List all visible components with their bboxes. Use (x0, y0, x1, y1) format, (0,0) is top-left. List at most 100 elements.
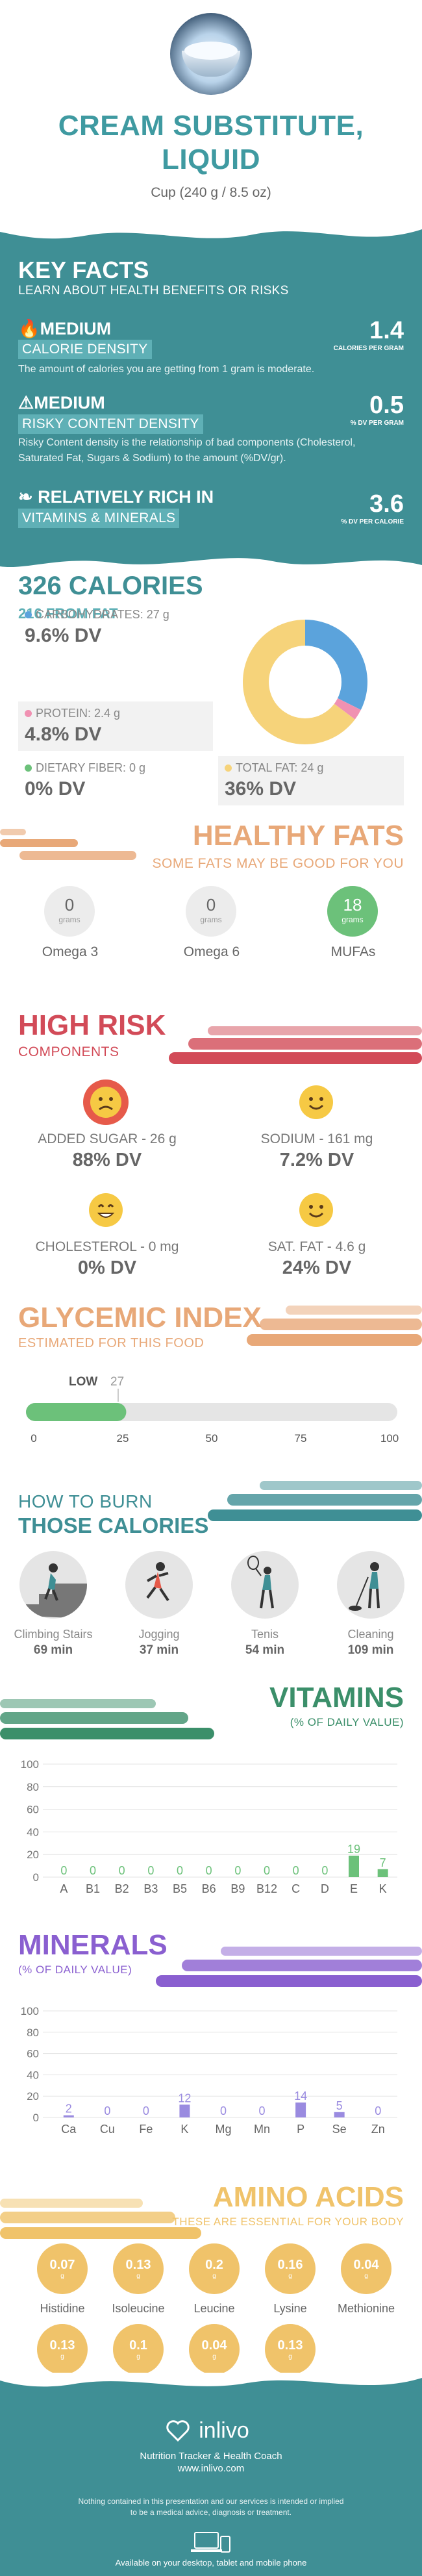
calorie-density-level: 🔥MEDIUM (18, 319, 112, 338)
bar-value-label: 12 (178, 2091, 191, 2104)
sad-face-icon (83, 1080, 129, 1125)
y-tick-label: 100 (21, 2005, 39, 2017)
bar-value-label: 0 (60, 1864, 67, 1877)
jogging-min: 37 min (139, 1643, 179, 1657)
bar-value-label: 0 (206, 1864, 212, 1877)
flame-icon: 🔥 (18, 319, 40, 338)
risky-density-value: 0.5 (369, 392, 404, 419)
y-tick-label: 20 (27, 1849, 39, 1861)
bar-value-label: 0 (264, 1864, 270, 1877)
climbing-stairs-min: 69 min (33, 1643, 73, 1657)
glycemic-tick: 25 (117, 1432, 129, 1445)
risky-density-label: RISKY CONTENT DENSITY (18, 414, 203, 434)
x-tick-label: Fe (139, 2123, 153, 2136)
amino-circle-leucine: 0.2 g (189, 2243, 240, 2294)
calorie-density-label: CALORIE DENSITY (18, 340, 152, 359)
key-facts-subtitle: LEARN ABOUT HEALTH BENEFITS OR RISKS (18, 284, 289, 297)
bar-value-label: 0 (147, 1864, 154, 1877)
bar-value-label: 0 (119, 1864, 125, 1877)
bar-value-label: 19 (347, 1843, 360, 1856)
x-tick-label: A (60, 1882, 68, 1895)
amino-circle-tryptophan: 0.04 g (189, 2324, 240, 2375)
footer: inlivo Nutrition Tracker & Health Coach … (0, 2373, 422, 2576)
burn-title-2: THOSE CALORIES (18, 1513, 209, 1537)
x-tick-label: K (180, 2123, 188, 2136)
vitamins-value: 3.6 (369, 490, 404, 518)
glycemic-gauge: LOW 27 0 25 50 75 100 (26, 1375, 399, 1445)
y-tick-label: 40 (27, 2069, 39, 2081)
calories-from-fat: 216 FROM FAT (18, 605, 118, 622)
amino-circle-isoleucine: 0.13 g (113, 2243, 164, 2294)
amino-circle-valine: 0.13 g (265, 2324, 316, 2375)
amino-circle-threonine: 0.1 g (113, 2324, 164, 2375)
fat-row: TOTAL FAT: 24 g 36% DV (218, 756, 404, 805)
fiber-row: DIETARY FIBER: 0 g 0% DV (25, 761, 146, 800)
burn-stripes (208, 1481, 422, 1521)
tennis-min: 54 min (245, 1643, 285, 1657)
y-tick-label: 80 (27, 1781, 39, 1793)
carbs-dot (25, 611, 32, 618)
sodium-dv: 7.2% DV (279, 1150, 354, 1170)
y-tick-label: 0 (33, 1871, 39, 1884)
y-tick-label: 80 (27, 2027, 39, 2039)
vitamins-title: VITAMINS (269, 1682, 404, 1713)
heart-logo-icon (166, 2420, 190, 2442)
carbs-dv: 9.6% DV (25, 625, 102, 646)
y-tick-label: 0 (33, 2112, 39, 2124)
bar-value-label: 0 (90, 1864, 96, 1877)
high-risk-title: HIGH RISK (18, 1009, 166, 1041)
key-facts-section: KEY FACTS LEARN ABOUT HEALTH BENEFITS OR… (0, 223, 422, 578)
omega3-label: Omega 3 (42, 944, 99, 959)
y-tick-label: 100 (21, 1758, 39, 1771)
disclaimer: Nothing contained in this presentation a… (78, 2497, 344, 2517)
risky-density-unit: % DV PER GRAM (350, 420, 404, 427)
vitamins-subtitle: (% OF DAILY VALUE) (290, 1716, 404, 1728)
y-tick-label: 40 (27, 1826, 39, 1838)
vitamins-level: ❧ RELATIVELY RICH IN (18, 487, 214, 507)
fat-dv: 36% DV (225, 778, 297, 800)
x-tick-label: Zn (371, 2123, 385, 2136)
vitamins-label: VITAMINS & MINERALS (18, 509, 180, 528)
x-tick-label: B2 (115, 1882, 129, 1895)
cholesterol-dv: 0% DV (77, 1257, 137, 1278)
amino-label-histidine: Histidine (40, 2302, 85, 2315)
burn-title-1: HOW TO BURN (18, 1491, 153, 1511)
bar-value-label: 14 (294, 2090, 307, 2102)
brand-name: inlivo (199, 2418, 249, 2443)
vitamins-bar-chart: 0 20 40 60 80 100 0 A 0 B1 0 B2 0 B3 0 B5 0 B6 0 B9 0 B12 0 C 0 D… (21, 1758, 397, 1895)
bar-value-label: 5 (336, 2099, 343, 2112)
added-sugar-dv: 88% DV (72, 1150, 142, 1170)
availability-note: Available on your desktop, tablet and mo… (115, 2558, 307, 2568)
bar-E (349, 1855, 359, 1877)
minerals-subtitle: (% OF DAILY VALUE) (18, 1964, 132, 1976)
amino-title: AMINO ACIDS (212, 2181, 404, 2213)
macro-donut-chart (243, 620, 367, 744)
jogging-label: Jogging (138, 1628, 180, 1641)
x-tick-label: B3 (143, 1882, 158, 1895)
food-title: CREAM SUBSTITUTE, LIQUID (58, 110, 364, 175)
x-tick-label: Ca (61, 2123, 77, 2136)
smile-face-icon (293, 1187, 339, 1233)
calorie-density-unit: CALORIES PER GRAM (333, 345, 404, 352)
x-tick-label: B9 (230, 1882, 245, 1895)
leaf-icon: ❧ (18, 487, 33, 507)
minerals-bar-chart: 0 20 40 60 80 100 2 Ca 0 Cu 0 Fe 12 K 0 Mg 0 Mn 14 P 5 Se 0 Zn (21, 2005, 397, 2136)
tennis-icon (231, 1551, 299, 1619)
calorie-density-description: The amount of calories you are getting f… (18, 364, 315, 375)
jogging-icon (125, 1551, 193, 1619)
amino-subtitle: THESE ARE ESSENTIAL FOR YOUR BODY (172, 2216, 404, 2228)
minerals-title: MINERALS (18, 1929, 168, 1961)
mufas-circle: 18 grams (327, 886, 378, 937)
cleaning-min: 109 min (347, 1643, 394, 1657)
key-facts-title: KEY FACTS (18, 257, 149, 283)
healthy-fats-title: HEALTHY FATS (192, 820, 404, 852)
tennis-label: Tenis (251, 1628, 279, 1641)
protein-dv: 4.8% DV (25, 724, 102, 745)
serving-size: Cup (240 g / 8.5 oz) (151, 185, 271, 200)
glycemic-stripes (247, 1306, 422, 1346)
x-tick-label: B1 (86, 1882, 100, 1895)
minerals-stripes (156, 1947, 422, 1987)
food-photo (170, 13, 252, 95)
high-risk-subtitle: COMPONENTS (18, 1044, 119, 1059)
omega6-label: Omega 6 (183, 944, 240, 959)
